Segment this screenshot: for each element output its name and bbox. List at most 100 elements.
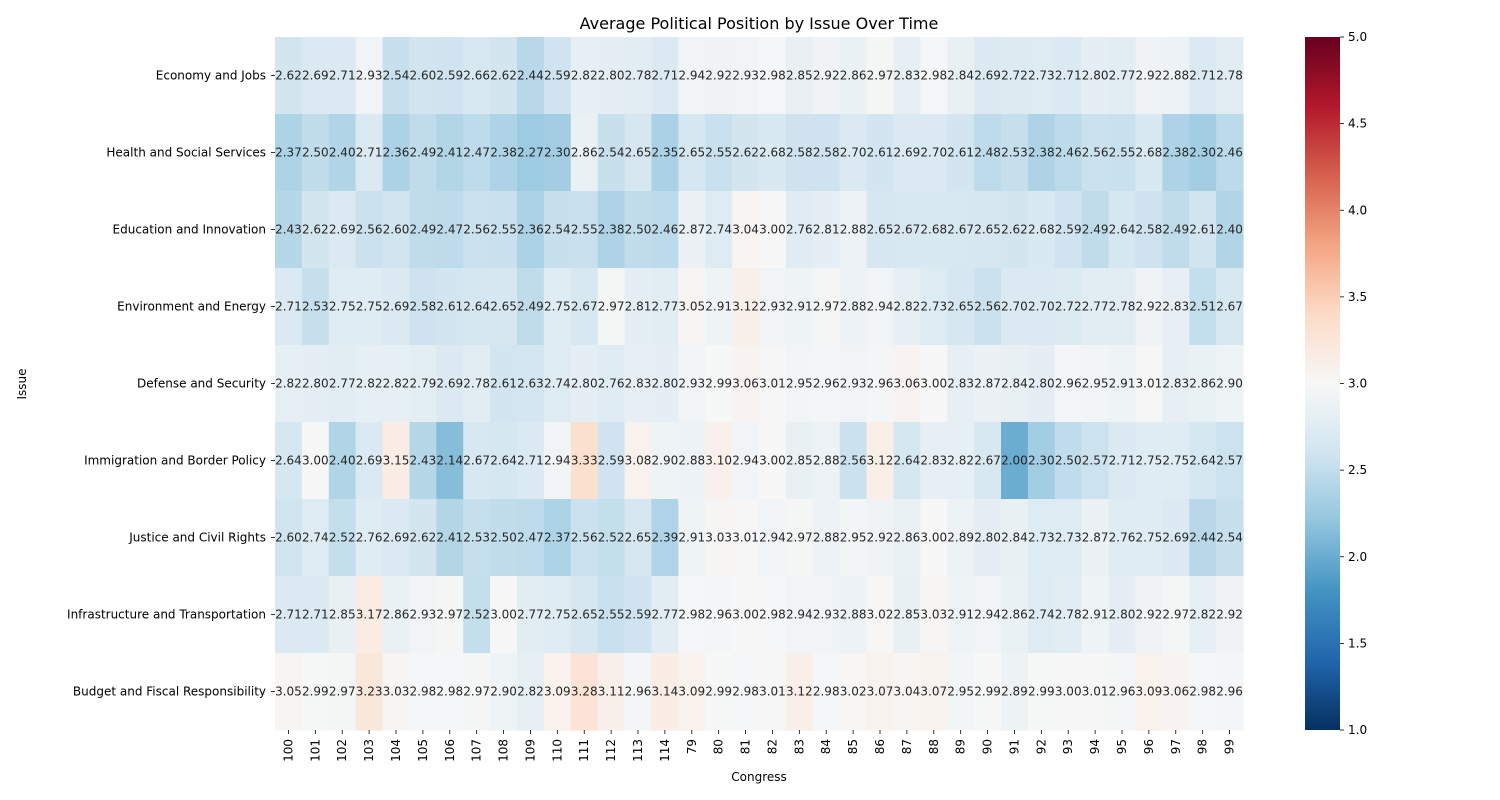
heatmap-cell [301,268,330,346]
heatmap-cell [463,499,491,577]
heatmap-cell [382,268,411,346]
heatmap-cell [517,653,545,731]
cell-value-label: 2.92 [1136,300,1163,314]
cell-value-label: 2.49 [1082,223,1109,237]
colorbar-tick-label: 3.5 [1348,290,1367,304]
heatmap-cell [812,345,841,423]
cell-value-label: 2.97 [598,300,625,314]
cell-value-label: 2.68 [920,223,947,237]
cell-value-label: 2.91 [786,300,813,314]
heatmap-cell [839,268,868,346]
cell-value-label: 3.00 [920,377,947,391]
cell-value-label: 2.75 [544,300,571,314]
cell-value-label: 2.91 [947,608,974,622]
heatmap-cell [705,422,733,500]
cell-value-label: 2.73 [1028,69,1055,83]
x-tick-label: 84 [819,739,833,754]
cell-value-label: 2.80 [1028,377,1055,391]
heatmap-cell [1135,268,1163,346]
heatmap-cell [839,422,868,500]
cell-value-label: 2.64 [463,300,490,314]
cell-value-label: 2.90 [490,685,517,699]
heatmap-cell [1081,268,1110,346]
cell-value-label: 2.67 [947,223,974,237]
cell-value-label: 2.62 [1001,223,1028,237]
heatmap-cell [463,268,491,346]
cell-value-label: 2.78 [1109,300,1136,314]
cell-value-label: 2.73 [920,300,947,314]
heatmap-cell [759,268,787,346]
heatmap-cell [732,422,760,500]
heatmap-cell [974,576,1002,654]
heatmap-cell [570,422,599,500]
heatmap-cell [705,37,733,115]
cell-value-label: 2.67 [974,454,1001,468]
heatmap-cell [597,191,626,269]
heatmap-cell [517,345,545,423]
heatmap-cell [1027,268,1056,346]
cell-value-label: 3.00 [302,454,329,468]
cell-value-label: 2.84 [947,69,974,83]
heatmap-cell [1189,345,1217,423]
heatmap-cell [597,653,626,731]
heatmap-cell [893,422,921,500]
heatmap-cell [1189,191,1217,269]
heatmap-cell [1162,191,1190,269]
heatmap-cell [517,268,545,346]
cell-value-label: 2.69 [894,146,921,160]
x-tick-label: 111 [577,739,591,762]
cell-value-label: 2.96 [705,608,732,622]
heatmap-cell [1108,345,1137,423]
cell-value-label: 2.47 [463,146,490,160]
heatmap-cell [543,653,572,731]
cell-value-label: 2.91 [1082,608,1109,622]
cell-value-label: 2.39 [652,531,679,545]
heatmap-cell [570,653,599,731]
heatmap-cell [1001,191,1029,269]
heatmap-cell [947,114,975,192]
heatmap-cell [1189,268,1217,346]
cell-value-label: 2.71 [517,454,544,468]
cell-value-label: 2.43 [410,454,437,468]
cell-value-label: 2.99 [974,685,1001,699]
heatmap-cell [328,37,357,115]
heatmap-cell [301,37,330,115]
heatmap-cell [866,345,895,423]
cell-value-label: 2.82 [894,300,921,314]
cell-value-label: 3.00 [490,608,517,622]
heatmap-cell [436,114,464,192]
heatmap-cell [597,37,626,115]
heatmap-cell [785,499,814,577]
heatmap-cell [355,114,384,192]
cell-value-label: 2.94 [786,608,813,622]
heatmap-cell [490,653,518,731]
x-tick-label: 101 [308,739,322,762]
heatmap-cell [570,576,599,654]
cell-value-label: 2.69 [1162,531,1189,545]
cell-value-label: 2.84 [1001,377,1028,391]
cell-value-label: 3.05 [678,300,705,314]
heatmap-cell [1027,345,1056,423]
heatmap-cell [355,576,384,654]
cell-value-label: 2.71 [356,146,383,160]
heatmap-cell [785,653,814,731]
cell-value-label: 3.00 [759,454,786,468]
cell-value-label: 2.40 [1216,223,1243,237]
heatmap-cell [920,653,948,731]
heatmap-cell [1216,422,1244,500]
heatmap-cell [1054,191,1083,269]
heatmap-cell [651,191,679,269]
cell-value-label: 3.01 [1082,685,1109,699]
cell-value-label: 2.40 [329,454,356,468]
cell-value-label: 2.64 [1109,223,1136,237]
cell-value-label: 2.88 [813,454,840,468]
heatmap-cell [866,422,895,500]
cell-value-label: 3.09 [1136,685,1163,699]
cell-value-label: 2.78 [1055,608,1082,622]
cell-value-label: 2.75 [1136,454,1163,468]
heatmap-cell [570,345,599,423]
cell-value-label: 2.75 [1136,531,1163,545]
heatmap-cell [570,114,599,192]
cell-value-label: 2.93 [840,377,867,391]
heatmap-cell [1027,191,1056,269]
